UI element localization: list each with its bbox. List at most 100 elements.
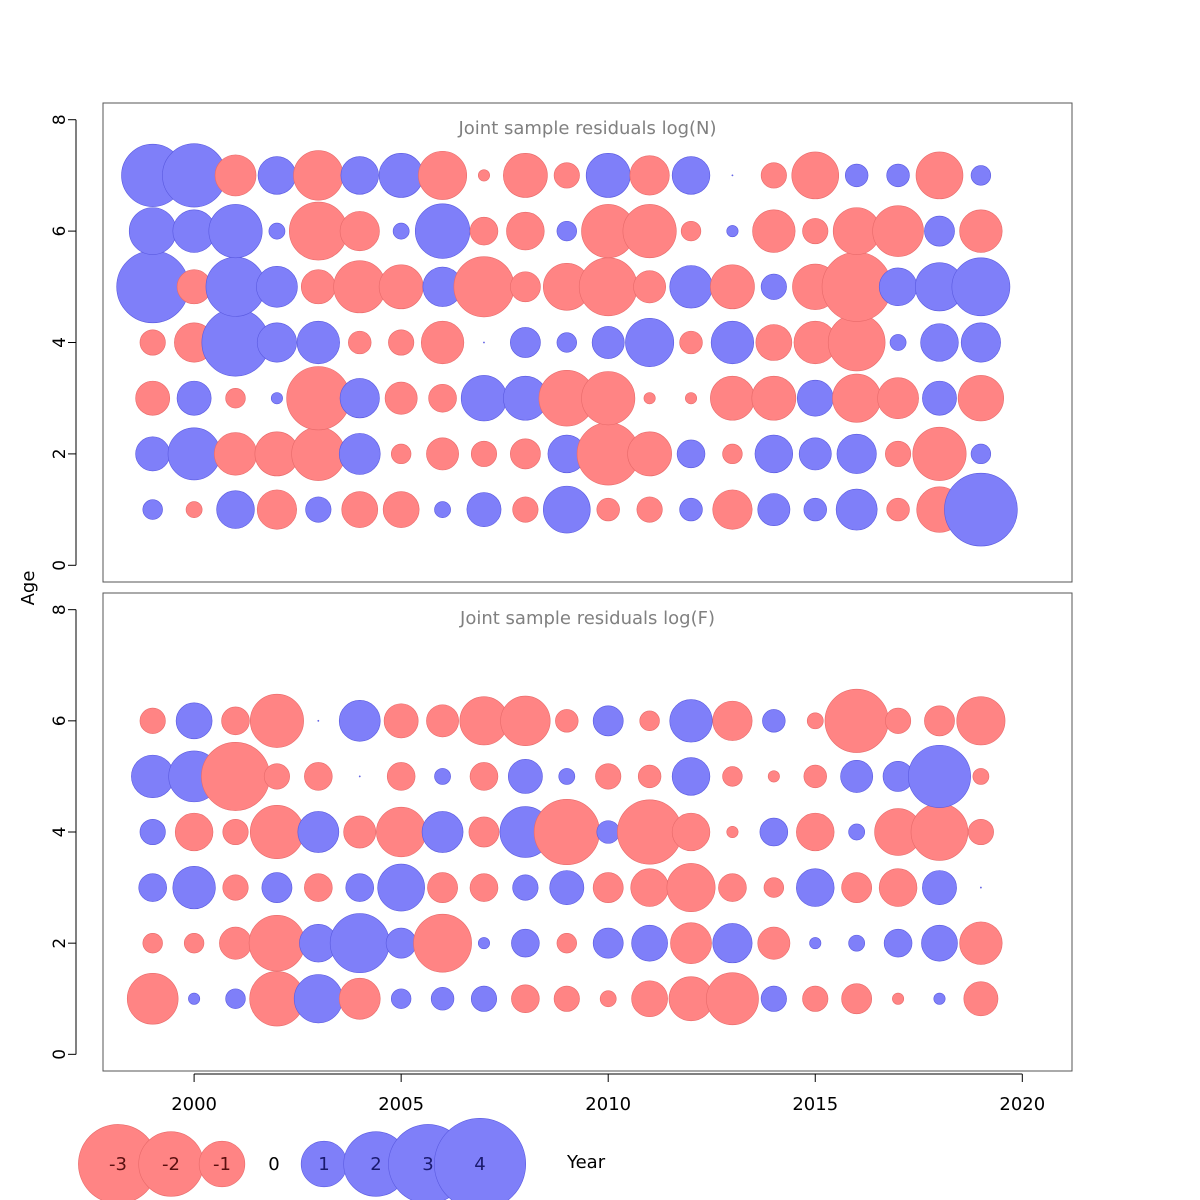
bubble-2018-age-7 [915,151,964,200]
bubble-2006-age-3 [427,872,458,903]
bubble-2011-age-5 [637,764,662,789]
bubble-2018-age-5 [908,744,971,808]
bubble-2014-age-3 [751,375,797,421]
bubble-2012-age-4 [671,812,711,852]
bubble-2006-age-1 [430,987,455,1011]
bubble-2006-age-1 [434,501,451,518]
y-tick-label: 2 [50,938,70,949]
bubble-2000-age-3 [172,865,216,910]
bubble-2017-age-3 [877,377,919,420]
bubble-2004-age-3 [339,378,380,419]
bubble-2011-age-6 [639,710,660,731]
y-tick-label: 4 [50,337,70,348]
bubble-2002-age-7 [257,156,297,195]
bubble-size-legend: -3 -2 -1 0 1 2 3 4 [78,1117,527,1200]
bubble-2017-age-2 [883,928,913,958]
bubble-2014-age-5 [767,770,780,783]
bubble-2017-age-7 [886,163,910,188]
bubble-2014-age-1 [760,985,787,1012]
bubble-2014-age-4 [755,324,793,361]
bubble-2017-age-1 [892,992,905,1005]
bubble-2002-age-4 [249,805,304,859]
bubble-2001-age-7 [214,154,257,197]
bubble-2008-age-4 [510,327,541,358]
bubble-2016-age-5 [840,760,874,793]
bubble-2019-age-3 [979,886,982,889]
bubble-2008-age-1 [512,496,539,523]
bubble-2019-age-1 [944,472,1018,547]
bubble-2002-age-3 [270,392,283,405]
bubble-2004-age-1 [338,977,381,1020]
bubble-2005-age-6 [392,222,410,240]
bubble-2003-age-6 [317,719,320,722]
bubble-2000-age-1 [188,992,201,1005]
bubble-2006-age-4 [421,811,464,853]
bubble-2019-age-2 [970,443,992,465]
y-axis-label: Age [18,571,39,606]
bubble-2012-age-5 [671,757,711,796]
legend-label: -1 [213,1154,231,1175]
bubble-2006-age-3 [428,383,457,413]
y-tick-label: 6 [50,226,70,237]
bubble-2002-age-5 [256,265,298,308]
bubble-2008-age-2 [511,928,540,958]
x-axis-label: Year [566,1152,606,1173]
y-tick-label: 0 [50,560,70,571]
bubble-2004-age-2 [329,913,390,974]
bubble-2007-age-1 [470,985,498,1012]
bubble-2011-age-1 [631,980,668,1018]
bubble-2008-age-1 [511,984,540,1013]
bubble-2001-age-2 [213,432,258,476]
bubble-2015-age-1 [803,497,827,522]
bubble-2016-age-2 [836,433,877,474]
legend-bubble [198,1140,246,1188]
bubble-2013-age-2 [722,443,743,465]
bubble-2007-age-4 [468,816,500,848]
bubble-2004-age-4 [348,330,372,355]
bubble-2001-age-6 [208,204,263,259]
bubble-2012-age-1 [679,497,703,522]
bubble-2009-age-3 [549,870,585,905]
bubble-2008-age-5 [510,271,541,303]
bubble-2010-age-2 [592,927,624,959]
bubble-2015-age-6 [802,218,829,245]
bubble-2014-age-7 [760,162,787,189]
bubble-2011-age-3 [630,868,669,907]
bubble-2014-age-5 [760,273,787,300]
bubble-2003-age-1 [293,974,343,1024]
bubble-2009-age-5 [558,768,576,785]
bubble-2010-age-7 [585,153,631,198]
bubble-2018-age-4 [920,323,959,362]
bubble-2017-age-6 [885,707,912,734]
bubble-2001-age-6 [221,706,250,736]
bubble-2010-age-5 [578,257,638,317]
y-tick-label: 8 [50,114,70,125]
bubble-1999-age-4 [139,329,166,356]
bubble-2005-age-1 [382,491,420,528]
bubble-1999-age-2 [135,436,171,472]
bubble-2014-age-1 [757,493,791,526]
bubble-2010-age-3 [592,872,624,903]
bubble-2008-age-6 [500,695,551,746]
bubble-2006-age-6 [414,203,471,259]
bubble-2008-age-2 [510,438,541,470]
bubble-2004-age-4 [343,815,377,849]
x-tick-label: 2000 [171,1094,217,1115]
bubble-2001-age-3 [225,388,246,409]
bubble-2002-age-1 [256,489,297,530]
y-tick-label: 2 [50,448,70,459]
bubble-2007-age-2 [470,440,498,467]
bubble-2016-age-4 [848,823,866,841]
bubble-2010-age-1 [599,990,617,1008]
bubble-2014-age-6 [762,709,786,733]
bubble-2016-age-1 [835,488,878,531]
bubble-2003-age-1 [305,496,332,523]
bubble-2017-age-3 [878,868,918,907]
bubble-2014-age-2 [754,434,794,474]
bubble-2005-age-2 [390,443,412,465]
bubble-2000-age-4 [174,812,214,852]
bubble-2006-age-4 [420,320,465,365]
bubble-2012-age-2 [670,922,712,964]
bubble-2002-age-3 [261,872,293,903]
bubble-2018-age-4 [910,803,969,861]
